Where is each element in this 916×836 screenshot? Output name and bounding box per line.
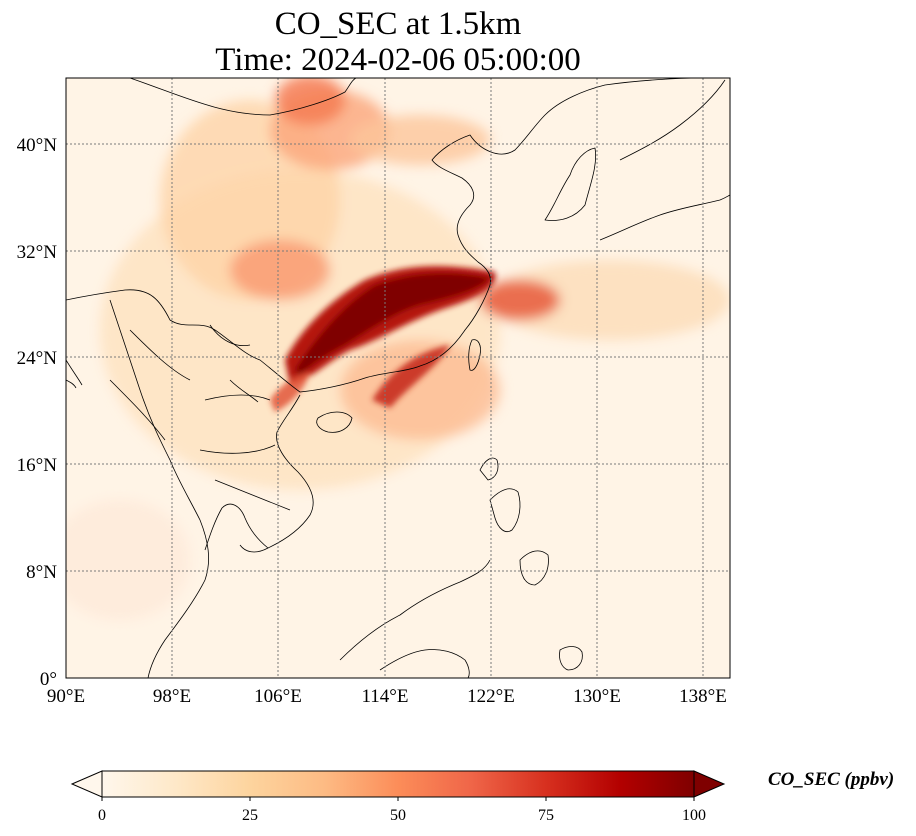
colorbar: 0 25 50 75 100 — [70, 770, 726, 824]
gridlines — [66, 78, 730, 678]
colorbar-tick-label: 50 — [390, 807, 406, 824]
map-title: CO_SEC at 1.5km — [274, 6, 522, 42]
colorbar-extend-min — [70, 770, 103, 798]
lat-tick-label: 24°N — [17, 348, 58, 369]
lon-tick-label: 138°E — [679, 686, 727, 707]
lon-tick-label: 130°E — [573, 686, 621, 707]
lat-tick-label: 16°N — [17, 455, 58, 476]
lat-tick-label: 0° — [40, 669, 57, 690]
lon-tick-label: 98°E — [153, 686, 191, 707]
lon-tick-label: 122°E — [467, 686, 515, 707]
lon-tick-label: 106°E — [254, 686, 302, 707]
lon-tick-label: 114°E — [362, 686, 409, 707]
lat-tick-label: 8°N — [26, 562, 57, 583]
colorbar-tick-label: 0 — [98, 807, 106, 824]
lat-tick-label: 40°N — [17, 135, 58, 156]
map-subtitle-time: Time: 2024-02-06 05:00:00 — [215, 42, 581, 78]
colorbar-label: CO_SEC (ppbv) — [768, 769, 895, 790]
colorbar-extend-max — [693, 770, 726, 798]
map-frame — [65, 77, 731, 679]
coastlines-and-borders — [66, 78, 730, 678]
colorbar-tick-label: 75 — [538, 807, 554, 824]
colorbar-tick-label: 100 — [682, 807, 706, 824]
colorbar-gradient — [102, 771, 694, 797]
lon-tick-label: 90°E — [47, 686, 85, 707]
lat-tick-label: 32°N — [17, 242, 58, 263]
colorbar-tick-label: 25 — [242, 807, 258, 824]
co-concentration-field — [66, 78, 730, 620]
